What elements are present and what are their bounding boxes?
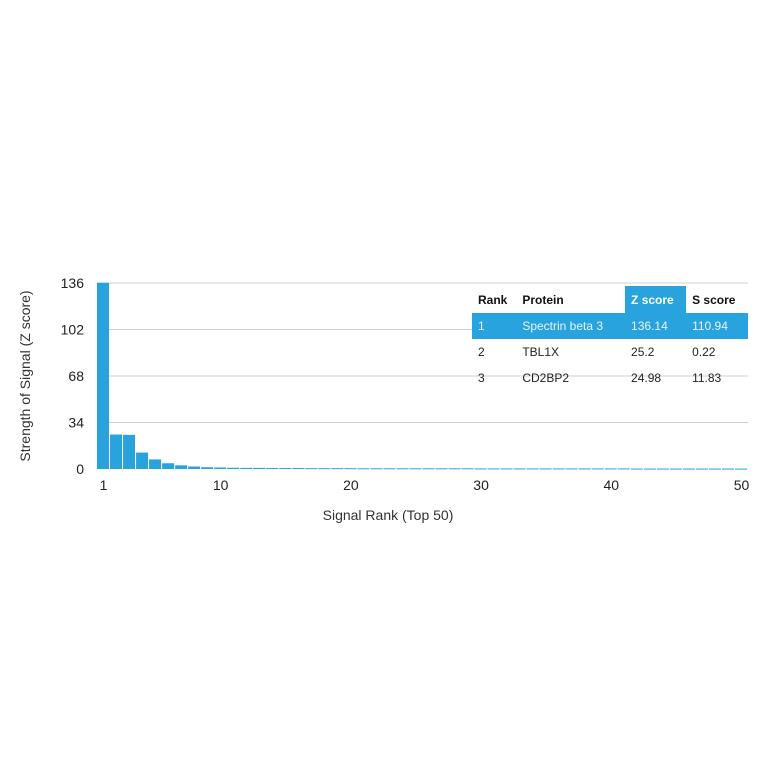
bar	[305, 468, 318, 470]
rank-cell: 1	[472, 313, 517, 339]
bar	[253, 467, 266, 469]
rank-cell: 3	[478, 371, 485, 385]
x-axis-label: Signal Rank (Top 50)	[323, 507, 454, 523]
bar	[214, 467, 227, 469]
bar	[643, 468, 656, 470]
s-score-cell: 110.94	[686, 313, 748, 339]
bar	[240, 467, 253, 469]
protein-cell: CD2BP2	[522, 371, 569, 385]
bar	[500, 468, 513, 470]
bar	[708, 468, 721, 470]
z-score-cell: 24.98	[631, 371, 662, 385]
bar	[695, 468, 708, 470]
y-axis-label: Strength of Signal (Z score)	[17, 290, 33, 461]
bar	[344, 468, 357, 470]
bar	[227, 467, 240, 469]
bar	[149, 459, 162, 469]
bar	[630, 468, 643, 470]
bar	[266, 468, 279, 470]
top-proteins-table: Rank Protein Z score S score 1 Spectrin …	[472, 286, 748, 391]
table-row: 3 CD2BP2 24.98 11.83	[472, 365, 748, 391]
bar	[396, 468, 409, 470]
bar	[201, 467, 214, 469]
z-score-cell: 25.2	[631, 345, 655, 359]
x-tick-label: 10	[213, 477, 229, 493]
bar	[669, 468, 682, 470]
bar	[656, 468, 669, 470]
y-tick-label: 136	[61, 275, 85, 291]
bar	[435, 468, 448, 470]
bar	[162, 463, 175, 469]
bar	[188, 466, 201, 469]
bar	[682, 468, 695, 470]
bar	[474, 468, 487, 470]
bar	[357, 468, 370, 470]
y-tick-label: 0	[76, 461, 84, 477]
protein-cell: Spectrin beta 3	[516, 313, 626, 339]
bar	[721, 468, 734, 470]
y-tick-label: 102	[61, 322, 85, 338]
protein-cell: TBL1X	[522, 345, 559, 359]
z-score-cell: 136.14	[625, 313, 687, 339]
bar	[383, 468, 396, 470]
table-row: 2 TBL1X 25.2 0.22	[472, 339, 748, 365]
bar	[617, 468, 630, 470]
x-tick-label: 40	[604, 477, 620, 493]
bar	[578, 468, 591, 470]
bar	[461, 468, 474, 470]
bar	[123, 434, 136, 469]
bar	[565, 468, 578, 470]
header-z-score: Z score	[625, 286, 687, 313]
x-tick-label: 1	[100, 477, 108, 493]
bar	[370, 468, 383, 470]
s-score-cell: 0.22	[692, 345, 716, 359]
bar	[175, 465, 188, 469]
table-row: 1 Spectrin beta 3 136.14 110.94	[472, 313, 748, 339]
y-tick-label: 68	[68, 368, 84, 384]
bar	[526, 468, 539, 470]
bar	[552, 468, 565, 470]
header-protein: Protein	[522, 292, 564, 307]
bar	[513, 468, 526, 470]
bar	[136, 452, 149, 469]
bar	[487, 468, 500, 470]
s-score-cell: 11.83	[692, 371, 722, 385]
bar	[409, 468, 422, 470]
bar	[279, 468, 292, 470]
bar	[422, 468, 435, 470]
bar	[734, 468, 747, 470]
x-tick-label: 30	[473, 477, 489, 493]
bar	[97, 282, 110, 469]
bar	[604, 468, 617, 470]
rank-cell: 2	[478, 345, 485, 359]
bar	[539, 468, 552, 470]
y-tick-label: 34	[68, 415, 84, 431]
bar	[591, 468, 604, 470]
table-header-row: Rank Protein Z score S score	[472, 286, 748, 313]
header-rank: Rank	[478, 292, 508, 307]
header-s-score: S score	[692, 292, 736, 307]
bar	[331, 468, 344, 470]
x-tick-label: 50	[734, 477, 750, 493]
bar	[110, 434, 123, 469]
bar	[448, 468, 461, 470]
bar	[292, 468, 305, 470]
bar	[318, 468, 331, 470]
x-tick-label: 20	[343, 477, 359, 493]
